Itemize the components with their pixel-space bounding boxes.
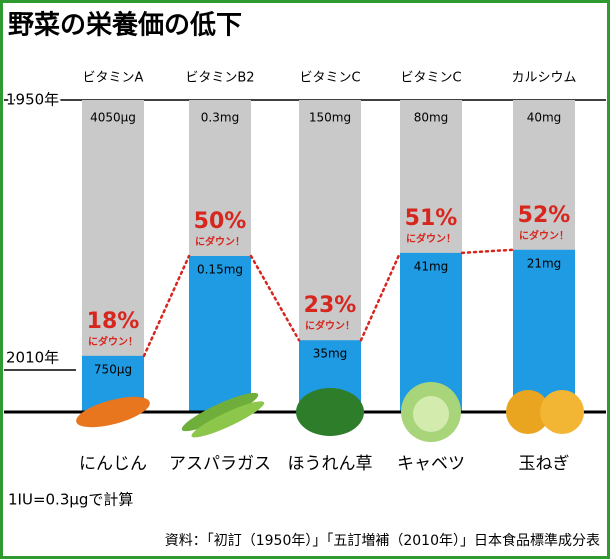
connector	[359, 251, 402, 342]
down-label: にダウン！	[406, 232, 456, 245]
amount-2010: 0.15mg	[197, 263, 243, 277]
source: 資料：「初訂（1950年）」「五訂増補（2010年）」日本食品標準成分表	[165, 532, 600, 549]
footnote: 1IU=0.3μgで計算	[8, 491, 133, 509]
nutrient-label: カルシウム	[511, 71, 576, 86]
connector	[460, 248, 515, 255]
bar	[513, 249, 575, 412]
nutrient-label: ビタミンB2	[185, 71, 254, 86]
value-label: 18%	[87, 309, 140, 334]
x-tick-label: にんじん	[79, 454, 147, 474]
amount-1950: 150mg	[309, 111, 351, 125]
vegetable-illustration	[296, 388, 364, 436]
vegetable-illustration	[401, 382, 461, 442]
amount-1950: 4050μg	[90, 111, 136, 125]
x-tick-label: 玉ねぎ	[519, 454, 570, 474]
bar	[189, 256, 251, 412]
vegetable-shape	[540, 390, 584, 434]
vegetable-shape	[181, 392, 259, 432]
x-tick-label: アスパラガス	[169, 454, 271, 474]
value-label: 51%	[405, 206, 458, 231]
amount-2010: 41mg	[414, 259, 449, 273]
y-label: 2010年	[6, 349, 59, 367]
nutrient-label: ビタミンC	[299, 71, 360, 86]
amount-2010: 21mg	[527, 256, 562, 270]
value-label: 23%	[304, 293, 357, 318]
connector	[249, 254, 301, 342]
nutrient-label: ビタミンA	[83, 71, 144, 86]
vegetable-shape	[191, 401, 265, 438]
amount-1950: 40mg	[527, 111, 562, 125]
vegetable-shape	[76, 396, 150, 428]
amount-2010: 750μg	[94, 362, 132, 376]
vegetable-illustration	[76, 396, 150, 428]
nutrient-label: ビタミンC	[400, 71, 461, 86]
vegetable-shape	[506, 390, 550, 434]
vegetable-shape	[413, 396, 449, 432]
value-label: 52%	[518, 203, 571, 228]
amount-2010: 35mg	[313, 347, 348, 361]
connector	[142, 254, 191, 358]
x-tick-label: キャベツ	[397, 454, 465, 474]
y-label: 1950年	[6, 91, 59, 109]
down-label: にダウン！	[195, 235, 245, 248]
vegetable-shape	[296, 388, 364, 436]
value-label: 50%	[194, 209, 247, 234]
down-label: にダウン！	[305, 319, 355, 332]
down-label: にダウン！	[88, 335, 138, 348]
amount-1950: 0.3mg	[201, 111, 239, 125]
vegetable-illustration	[506, 390, 584, 434]
chart-title: 野菜の栄養価の低下	[8, 11, 242, 41]
amount-1950: 80mg	[414, 111, 449, 125]
x-tick-label: ほうれん草	[288, 454, 373, 474]
vegetable-illustration	[181, 392, 265, 438]
down-label: にダウン！	[519, 229, 569, 242]
